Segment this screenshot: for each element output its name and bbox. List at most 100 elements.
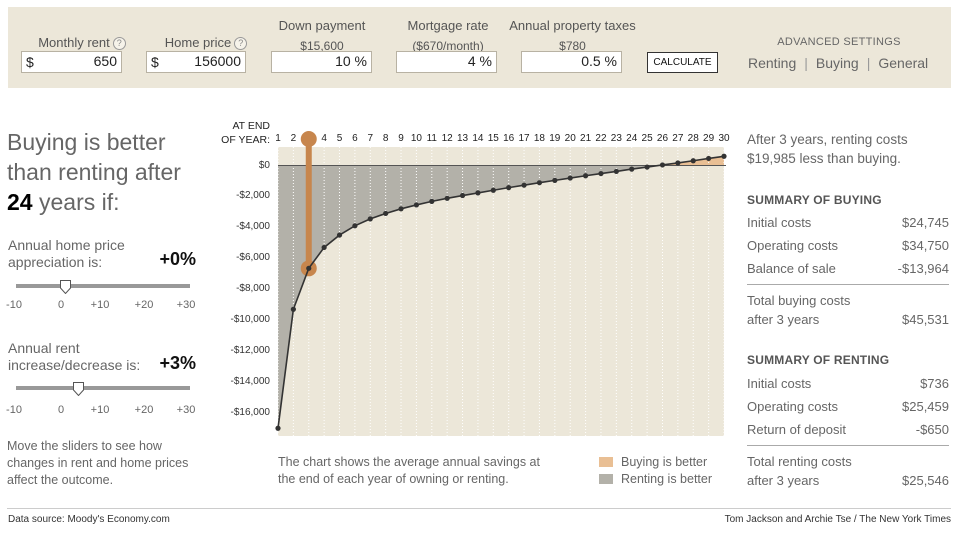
data-point — [475, 190, 481, 196]
x-tick-label[interactable]: 23 — [610, 133, 622, 144]
property-taxes-input[interactable] — [537, 53, 617, 69]
data-point — [383, 210, 389, 217]
property-taxes-label: Annual property taxes $780 — [500, 18, 645, 54]
property-taxes-field[interactable] — [521, 51, 622, 73]
monthly-rent-field[interactable]: $ — [21, 51, 122, 73]
data-point — [429, 198, 435, 204]
data-point — [582, 173, 589, 179]
appreciation-slider-track[interactable] — [16, 284, 190, 288]
advanced-link-renting[interactable]: Renting — [748, 55, 797, 71]
plot-background — [278, 147, 724, 436]
x-tick-label[interactable]: 28 — [687, 133, 699, 144]
monthly-rent-label: Monthly rent? — [22, 35, 142, 50]
x-tick-label[interactable]: 16 — [503, 133, 515, 144]
summary-intro: After 3 years, renting costs $19,985 les… — [747, 132, 908, 166]
divider — [747, 445, 949, 446]
home-price-label: Home price? — [146, 35, 266, 50]
x-tick-label[interactable]: 12 — [441, 133, 453, 144]
x-tick-label[interactable]: 22 — [595, 133, 607, 144]
mortgage-rate-field[interactable] — [396, 51, 497, 73]
help-icon[interactable]: ? — [112, 37, 126, 50]
rent-change-value: +3% — [159, 353, 196, 373]
rent-change-slider-handle[interactable] — [72, 382, 84, 396]
mortgage-rate-input[interactable] — [412, 53, 492, 69]
footer-divider — [7, 508, 951, 509]
rent-change-slider-ticks: -10 0 +10 +20 +30 — [6, 404, 196, 416]
data-point — [552, 177, 558, 183]
x-tick-label[interactable]: 29 — [703, 133, 715, 144]
data-point — [398, 206, 404, 212]
x-tick-label[interactable]: 5 — [336, 133, 343, 144]
x-tick-label[interactable]: 3 — [305, 133, 312, 144]
data-point — [536, 180, 543, 186]
x-tick-label[interactable]: 9 — [398, 133, 404, 144]
monthly-rent-input[interactable] — [37, 53, 117, 69]
data-point — [352, 223, 358, 229]
x-tick-label[interactable]: 13 — [456, 133, 469, 144]
x-tick-label[interactable]: 1 — [275, 133, 281, 144]
home-price-field[interactable]: $ — [146, 51, 246, 73]
rent-change-label: Annual rent increase/decrease is: — [8, 340, 141, 373]
home-price-input[interactable] — [162, 53, 241, 69]
data-point — [490, 187, 496, 193]
x-tick-label[interactable]: 10 — [410, 133, 422, 144]
property-taxes-amount: $780 — [559, 39, 586, 53]
down-payment-field[interactable] — [271, 51, 372, 73]
x-tick-label[interactable]: 7 — [367, 133, 374, 144]
x-tick-label[interactable]: 19 — [549, 133, 561, 144]
x-tick-label[interactable]: 26 — [656, 133, 669, 144]
x-tick-label[interactable]: 24 — [626, 133, 638, 144]
buying-row: Balance of sale -$13,964 — [747, 261, 949, 276]
data-point — [644, 164, 650, 170]
x-tick-label[interactable]: 21 — [580, 133, 592, 144]
x-tick-label[interactable]: 8 — [382, 133, 389, 144]
advanced-settings-links: Renting | Buying | General — [748, 55, 929, 71]
selected-year-point-halo — [300, 260, 317, 277]
data-point — [290, 306, 296, 312]
y-tick-label: -$2,000 — [236, 190, 270, 202]
x-tick-label[interactable]: 18 — [533, 133, 545, 144]
calculate-button[interactable]: CALCULATE — [647, 52, 718, 73]
down-payment-input[interactable] — [287, 53, 367, 69]
rent-change-slider-track[interactable] — [16, 386, 190, 390]
data-point — [367, 216, 373, 222]
renting-better-area — [278, 165, 659, 429]
x-tick-label[interactable]: 17 — [518, 133, 530, 144]
x-tick-label[interactable]: 14 — [472, 133, 484, 144]
x-tick-label[interactable]: 6 — [352, 133, 358, 144]
data-point — [275, 425, 281, 431]
divider — [747, 284, 949, 285]
x-tick-label[interactable]: 15 — [487, 133, 499, 144]
renting-row: Return of deposit -$650 — [747, 422, 949, 437]
y-tick-label: -$14,000 — [230, 375, 270, 387]
x-tick-label[interactable]: 11 — [426, 133, 437, 144]
appreciation-slider-handle[interactable] — [60, 280, 71, 294]
y-tick-label: -$12,000 — [230, 345, 270, 356]
x-tick-label[interactable]: 20 — [564, 133, 576, 144]
advanced-link-general[interactable]: General — [878, 55, 929, 71]
data-point — [659, 162, 666, 168]
savings-line — [277, 155, 725, 429]
data-point — [321, 244, 327, 251]
currency-prefix: $ — [151, 54, 159, 70]
data-source: Data source: Moody's Economy.com — [8, 514, 170, 525]
x-tick-label[interactable]: 27 — [672, 133, 684, 144]
legend-renting: Renting is better — [599, 472, 712, 486]
y-tick-label: -$16,000 — [230, 406, 270, 418]
x-tick-label[interactable]: 2 — [290, 133, 297, 144]
y-tick-label: -$10,000 — [230, 314, 270, 326]
advanced-link-buying[interactable]: Buying — [815, 55, 859, 71]
x-tick-label[interactable]: 25 — [641, 133, 653, 144]
appreciation-label: Annual home price appreciation is: — [8, 237, 125, 270]
x-tick-label[interactable]: 4 — [321, 133, 327, 144]
down-payment-amount: $15,600 — [300, 39, 344, 53]
legend-buying: Buying is better — [599, 455, 707, 469]
data-point — [506, 185, 512, 191]
data-point — [721, 153, 727, 159]
renting-row: Initial costs $736 — [747, 376, 949, 391]
help-icon[interactable]: ? — [234, 37, 248, 50]
appreciation-slider-ticks: -10 0 +10 +20 +30 — [6, 299, 196, 311]
mortgage-rate-label: Mortgage rate ($670/month) — [388, 18, 508, 54]
x-tick-label[interactable]: 30 — [718, 133, 730, 144]
headline: Buying is better than renting after 24 y… — [7, 129, 181, 215]
